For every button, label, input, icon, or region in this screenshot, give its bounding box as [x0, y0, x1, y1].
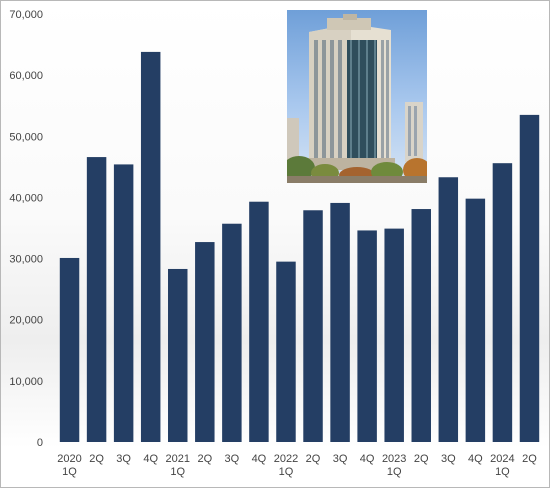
- bar: [113, 164, 134, 442]
- bar: [59, 257, 80, 442]
- x-tick-label: 2Q: [414, 453, 429, 465]
- y-tick-label: 10,000: [9, 376, 43, 388]
- x-tick-label: 2Q: [306, 453, 321, 465]
- bars: [59, 51, 540, 443]
- bar: [492, 163, 513, 442]
- x-tick-label: 1Q: [279, 466, 294, 478]
- x-tick-label: 2022: [274, 453, 298, 465]
- bar: [330, 202, 350, 442]
- y-tick-label: 50,000: [9, 131, 43, 143]
- bar: [140, 51, 161, 443]
- x-tick-label: 4Q: [143, 453, 158, 465]
- office-tower-photo: [287, 14, 427, 183]
- x-tick-label: 2020: [57, 453, 81, 465]
- bar: [195, 242, 215, 442]
- bar: [303, 210, 323, 442]
- x-tick-label: 1Q: [495, 466, 510, 478]
- x-tick-label: 2Q: [197, 453, 212, 465]
- x-tick-label: 3Q: [333, 453, 348, 465]
- bar: [222, 223, 242, 442]
- y-tick-label: 30,000: [9, 254, 43, 266]
- x-tick-label: 1Q: [387, 466, 402, 478]
- y-tick-label: 0: [37, 437, 43, 449]
- bar: [438, 177, 459, 442]
- x-tick-label: 4Q: [360, 453, 375, 465]
- x-tick-label: 3Q: [116, 453, 131, 465]
- x-tick-label: 2021: [166, 453, 190, 465]
- x-tick-label: 2Q: [522, 453, 537, 465]
- building-photo: [287, 10, 427, 183]
- y-tick-label: 40,000: [9, 192, 43, 204]
- bar: [384, 228, 404, 442]
- bar: [465, 198, 486, 442]
- x-tick-label: 1Q: [170, 466, 185, 478]
- x-tick-label: 2Q: [89, 453, 104, 465]
- x-tick-label: 2024: [490, 453, 514, 465]
- bar: [519, 114, 540, 442]
- bar: [86, 157, 107, 442]
- y-tick-label: 60,000: [9, 70, 43, 82]
- x-tick-label: 4Q: [252, 453, 267, 465]
- x-tick-label: 3Q: [441, 453, 456, 465]
- bar: [411, 209, 431, 442]
- bar: [276, 261, 296, 442]
- bar: [168, 268, 188, 442]
- x-tick-label: 4Q: [468, 453, 483, 465]
- y-axis: 0 10,000 20,000 30,000 40,000 50,000 60,000 70,…: [9, 9, 43, 449]
- x-tick-label: 2023: [382, 453, 406, 465]
- x-tick-label: 3Q: [225, 453, 240, 465]
- x-tick-label: 1Q: [62, 466, 77, 478]
- y-tick-label: 70,000: [9, 9, 43, 21]
- bar: [249, 201, 269, 442]
- bar: [357, 230, 377, 442]
- y-tick-label: 20,000: [9, 315, 43, 327]
